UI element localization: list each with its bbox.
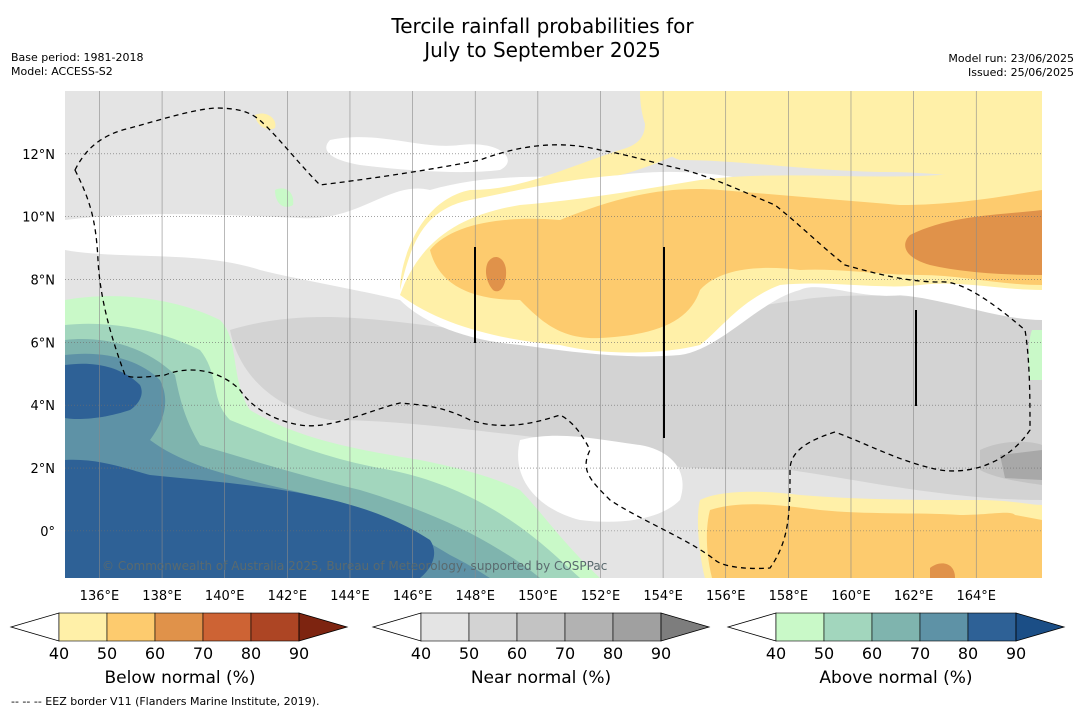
colorbar-segment	[58, 612, 108, 642]
colorbar-tick-label: 80	[241, 644, 261, 663]
meta-right: Model run: 23/06/2025 Issued: 25/06/2025	[948, 52, 1074, 80]
below-normal-50-region	[430, 189, 1042, 339]
below-normal-60-southeast	[930, 563, 955, 578]
colorbar-segment	[202, 612, 252, 642]
longitude-labels: 136°E 138°E 140°E 142°E 144°E 146°E 148°E 150°E…	[80, 589, 996, 604]
colorbar-tick-label: 60	[862, 644, 882, 663]
lat-tick-label: 0°	[40, 525, 55, 540]
colorbar-2: 40 50 60 70 80 90	[726, 612, 1066, 663]
colorbar-segment	[919, 612, 969, 642]
lon-tick-label: 164°E	[956, 589, 996, 604]
model-run: Model run: 23/06/2025	[948, 52, 1074, 65]
lat-tick-label: 2°N	[31, 462, 56, 477]
lat-tick-label: 4°N	[31, 399, 56, 414]
issued-date: Issued: 25/06/2025	[967, 66, 1074, 79]
title-line-2: July to September 2025	[424, 38, 661, 62]
lat-tick-label: 8°N	[31, 274, 56, 289]
colorbar-tick-label: 40	[411, 644, 431, 663]
colorbar-1: 40 50 60 70 80 90	[371, 612, 711, 663]
lat-tick-label: 6°N	[31, 336, 56, 351]
lon-tick-label: 136°E	[80, 589, 120, 604]
eez-footnote: -- -- -- EEZ border V11 (Flanders Marine…	[11, 695, 320, 708]
colorbar-segment	[612, 612, 662, 642]
above-normal-40-small	[275, 188, 294, 207]
colorbar-tick-label: 60	[145, 644, 165, 663]
colorbar-label-above: Above normal (%)	[819, 668, 973, 688]
meta-left: Base period: 1981-2018 Model: ACCESS-S2	[11, 51, 143, 79]
above-normal-80-south	[65, 459, 435, 578]
colorbar-tick-label: 60	[507, 644, 527, 663]
colorbar-segment	[250, 612, 300, 642]
colorbar-tick-label: 50	[814, 644, 834, 663]
below-normal-50-southeast	[706, 504, 1042, 578]
title-line-1: Tercile rainfall probabilities for	[391, 14, 694, 38]
colorbar-tick-label: 40	[766, 644, 786, 663]
below-normal-60-small	[485, 256, 507, 292]
neutral-white-patch-north	[326, 137, 508, 173]
colorbar-min-arrow	[9, 612, 60, 642]
colorbar-tick-label: 40	[49, 644, 69, 663]
colorbar-min-arrow	[371, 612, 422, 642]
lon-tick-label: 158°E	[769, 589, 809, 604]
colorbar-segment	[106, 612, 156, 642]
colorbar-tick-label: 80	[603, 644, 623, 663]
colorbar-tick-label: 70	[555, 644, 575, 663]
near-normal-dark-patch	[1000, 450, 1042, 480]
latitude-labels: 0° 2°N 4°N 6°N 8°N 10°N 12°N	[22, 148, 55, 540]
near-normal-50-region	[230, 295, 1042, 500]
lat-tick-label: 12°N	[22, 148, 55, 163]
colorbar-segment	[516, 612, 566, 642]
gridlines	[65, 91, 1042, 578]
lon-tick-label: 148°E	[455, 589, 495, 604]
map-title: Tercile rainfall probabilities for July …	[0, 14, 1085, 62]
below-normal-40-top	[640, 91, 1042, 185]
colorbar-label-below: Below normal (%)	[104, 668, 256, 688]
lon-tick-label: 142°E	[268, 589, 308, 604]
eez-border-line	[74, 107, 1031, 570]
model-name: Model: ACCESS-S2	[11, 65, 113, 78]
lon-tick-label: 140°E	[205, 589, 245, 604]
colorbar-label-near: Near normal (%)	[470, 668, 612, 688]
colorbar-tick-label: 80	[958, 644, 978, 663]
colorbar-segment	[871, 612, 921, 642]
colorbar-tick-label: 90	[289, 644, 309, 663]
colorbar-tick-label: 50	[97, 644, 117, 663]
colorbar-segment	[420, 612, 470, 642]
lon-tick-label: 146°E	[393, 589, 433, 604]
colorbar-segment	[823, 612, 873, 642]
colorbar-segment	[775, 612, 825, 642]
lon-tick-label: 162°E	[894, 589, 934, 604]
copyright-text: © Commonwealth of Australia 2025, Bureau…	[102, 559, 607, 573]
colorbar-tick-label: 70	[910, 644, 930, 663]
colorbar-tick-label: 50	[459, 644, 479, 663]
base-period: Base period: 1981-2018	[11, 51, 144, 64]
colorbar-0: 40 50 60 70 80 90	[9, 612, 349, 663]
lon-tick-label: 144°E	[330, 589, 370, 604]
colorbar-tick-label: 90	[1006, 644, 1026, 663]
colorbar-segment	[154, 612, 204, 642]
below-normal-40-small	[255, 113, 276, 130]
colorbar-segment	[967, 612, 1017, 642]
colorbar-segment	[468, 612, 518, 642]
lon-tick-label: 138°E	[142, 589, 182, 604]
colorbar-max-arrow	[298, 612, 349, 642]
map-area	[65, 91, 1042, 578]
lon-tick-label: 154°E	[643, 589, 683, 604]
below-normal-60-region	[905, 210, 1042, 275]
colorbar-max-arrow	[1015, 612, 1066, 642]
colorbars: 40 50 60 70 80 90 40 50 60 70 80 90 40 50 60 70 80 90	[9, 612, 1066, 663]
colorbar-tick-label: 70	[193, 644, 213, 663]
lon-tick-label: 160°E	[831, 589, 871, 604]
colorbar-max-arrow	[660, 612, 711, 642]
above-normal-40-east	[1028, 330, 1042, 380]
colorbar-min-arrow	[726, 612, 777, 642]
lon-tick-label: 152°E	[581, 589, 621, 604]
lon-tick-label: 156°E	[706, 589, 746, 604]
lon-tick-label: 150°E	[518, 589, 558, 604]
lat-tick-label: 10°N	[22, 211, 55, 226]
colorbar-segment	[564, 612, 614, 642]
colorbar-tick-label: 90	[651, 644, 671, 663]
